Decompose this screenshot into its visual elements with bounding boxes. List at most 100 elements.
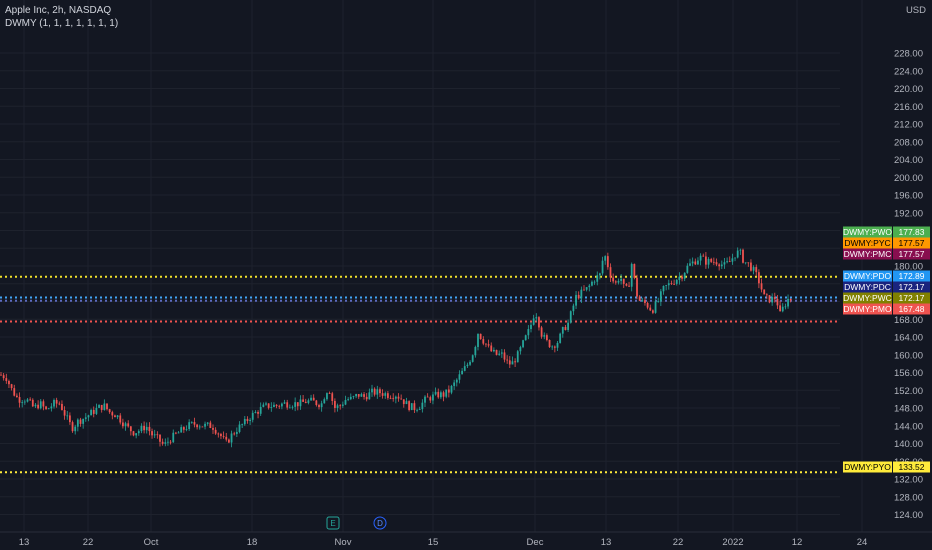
svg-text:D: D xyxy=(377,519,383,528)
level-value-text: 172.17 xyxy=(899,293,925,303)
candle-body xyxy=(286,402,289,408)
candle-body xyxy=(397,396,400,399)
candle-body xyxy=(100,404,103,410)
price-tick-label: 140.00 xyxy=(894,439,923,450)
candle-body xyxy=(432,394,434,401)
price-tick-label: 124.00 xyxy=(894,510,923,521)
candlestick-series[interactable] xyxy=(0,247,792,448)
level-name-box xyxy=(843,303,892,315)
price-tick-label: 220.00 xyxy=(894,84,923,95)
level-value-text: 177.57 xyxy=(899,238,925,248)
candle-body xyxy=(394,396,397,399)
level-label-pdo: DWMY:PDO 172.89 xyxy=(843,270,930,282)
candle-body xyxy=(167,441,169,443)
candle-body xyxy=(519,347,522,352)
candle-body xyxy=(66,415,69,417)
candle-body xyxy=(127,423,130,427)
candle-body xyxy=(485,343,487,345)
candle-body xyxy=(768,295,771,303)
symbol-title[interactable]: Apple Inc, 2h, NASDAQ xyxy=(5,5,112,16)
level-value-text: 177.83 xyxy=(899,227,925,237)
candle-body xyxy=(124,423,127,427)
candle-body xyxy=(270,407,273,408)
candle-body xyxy=(230,433,233,443)
dividend-event-badge[interactable]: D xyxy=(373,516,387,530)
level-value-box xyxy=(893,270,930,282)
candle-body xyxy=(307,400,310,403)
candle-body xyxy=(689,263,691,266)
level-value-box xyxy=(893,237,930,249)
candle-body xyxy=(524,335,527,341)
time-tick-label: 24 xyxy=(857,537,868,548)
candle-body xyxy=(583,289,585,291)
candle-body xyxy=(352,396,355,398)
level-value-box xyxy=(893,303,930,315)
candle-body xyxy=(758,272,760,284)
level-value-box xyxy=(893,292,930,304)
level-name-text: DWMY:PYC xyxy=(844,238,890,248)
level-name-box xyxy=(843,248,892,260)
time-tick-label: Dec xyxy=(527,537,544,548)
candle-body xyxy=(413,403,416,411)
candle-body xyxy=(379,389,381,394)
candle-body xyxy=(8,380,10,385)
candle-body xyxy=(206,422,209,424)
earnings-event-badge[interactable]: E xyxy=(326,516,340,530)
candle-body xyxy=(556,342,559,348)
candle-body xyxy=(657,301,660,303)
candle-body xyxy=(742,249,744,263)
candle-body xyxy=(55,399,58,404)
candle-body xyxy=(217,433,220,435)
candle-body xyxy=(23,401,26,403)
candle-body xyxy=(69,415,71,423)
price-tick-label: 144.00 xyxy=(894,421,923,432)
candle-body xyxy=(625,283,628,286)
price-tick-label: 224.00 xyxy=(894,66,923,77)
candle-body xyxy=(185,428,188,430)
candle-body xyxy=(145,426,148,431)
candle-body xyxy=(114,415,116,418)
candle-body xyxy=(447,389,450,393)
candle-body xyxy=(458,374,461,380)
candle-body xyxy=(132,431,135,436)
candle-body xyxy=(633,263,636,278)
candle-body xyxy=(360,394,363,397)
candle-body xyxy=(164,442,167,444)
candle-body xyxy=(540,327,543,337)
time-axis[interactable]: 13 22 Oct 18 Nov 15 Dec 13 22 2022 12 24 xyxy=(0,531,932,548)
candle-body xyxy=(453,382,456,386)
candle-body xyxy=(429,397,432,401)
candle-body xyxy=(16,395,18,398)
candle-body xyxy=(628,285,630,287)
candle-body xyxy=(681,276,683,279)
candle-body xyxy=(773,297,776,299)
candle-body xyxy=(265,403,267,405)
candle-body xyxy=(331,393,334,401)
level-value-text: 167.48 xyxy=(899,304,925,314)
candle-body xyxy=(686,265,689,273)
candle-body xyxy=(5,378,8,381)
candle-body xyxy=(675,279,678,284)
candle-body xyxy=(416,409,418,411)
candle-body xyxy=(76,419,79,427)
time-tick-label: 12 xyxy=(792,537,803,548)
candle-body xyxy=(442,392,445,397)
candle-body xyxy=(514,361,516,363)
candle-body xyxy=(736,250,739,258)
time-tick-label: 13 xyxy=(19,537,30,548)
candle-body xyxy=(487,344,490,346)
candle-body xyxy=(254,412,257,413)
candle-body xyxy=(665,285,668,287)
candle-body xyxy=(596,275,599,282)
price-tick-label: 132.00 xyxy=(894,475,923,486)
candle-body xyxy=(527,329,530,336)
candle-body xyxy=(251,412,254,420)
indicator-title[interactable]: DWMY (1, 1, 1, 1, 1, 1, 1) xyxy=(5,18,119,29)
candle-body xyxy=(2,375,5,379)
candle-body xyxy=(553,346,556,348)
candle-body xyxy=(752,267,755,271)
candle-body xyxy=(747,262,750,264)
candle-body xyxy=(644,300,646,303)
